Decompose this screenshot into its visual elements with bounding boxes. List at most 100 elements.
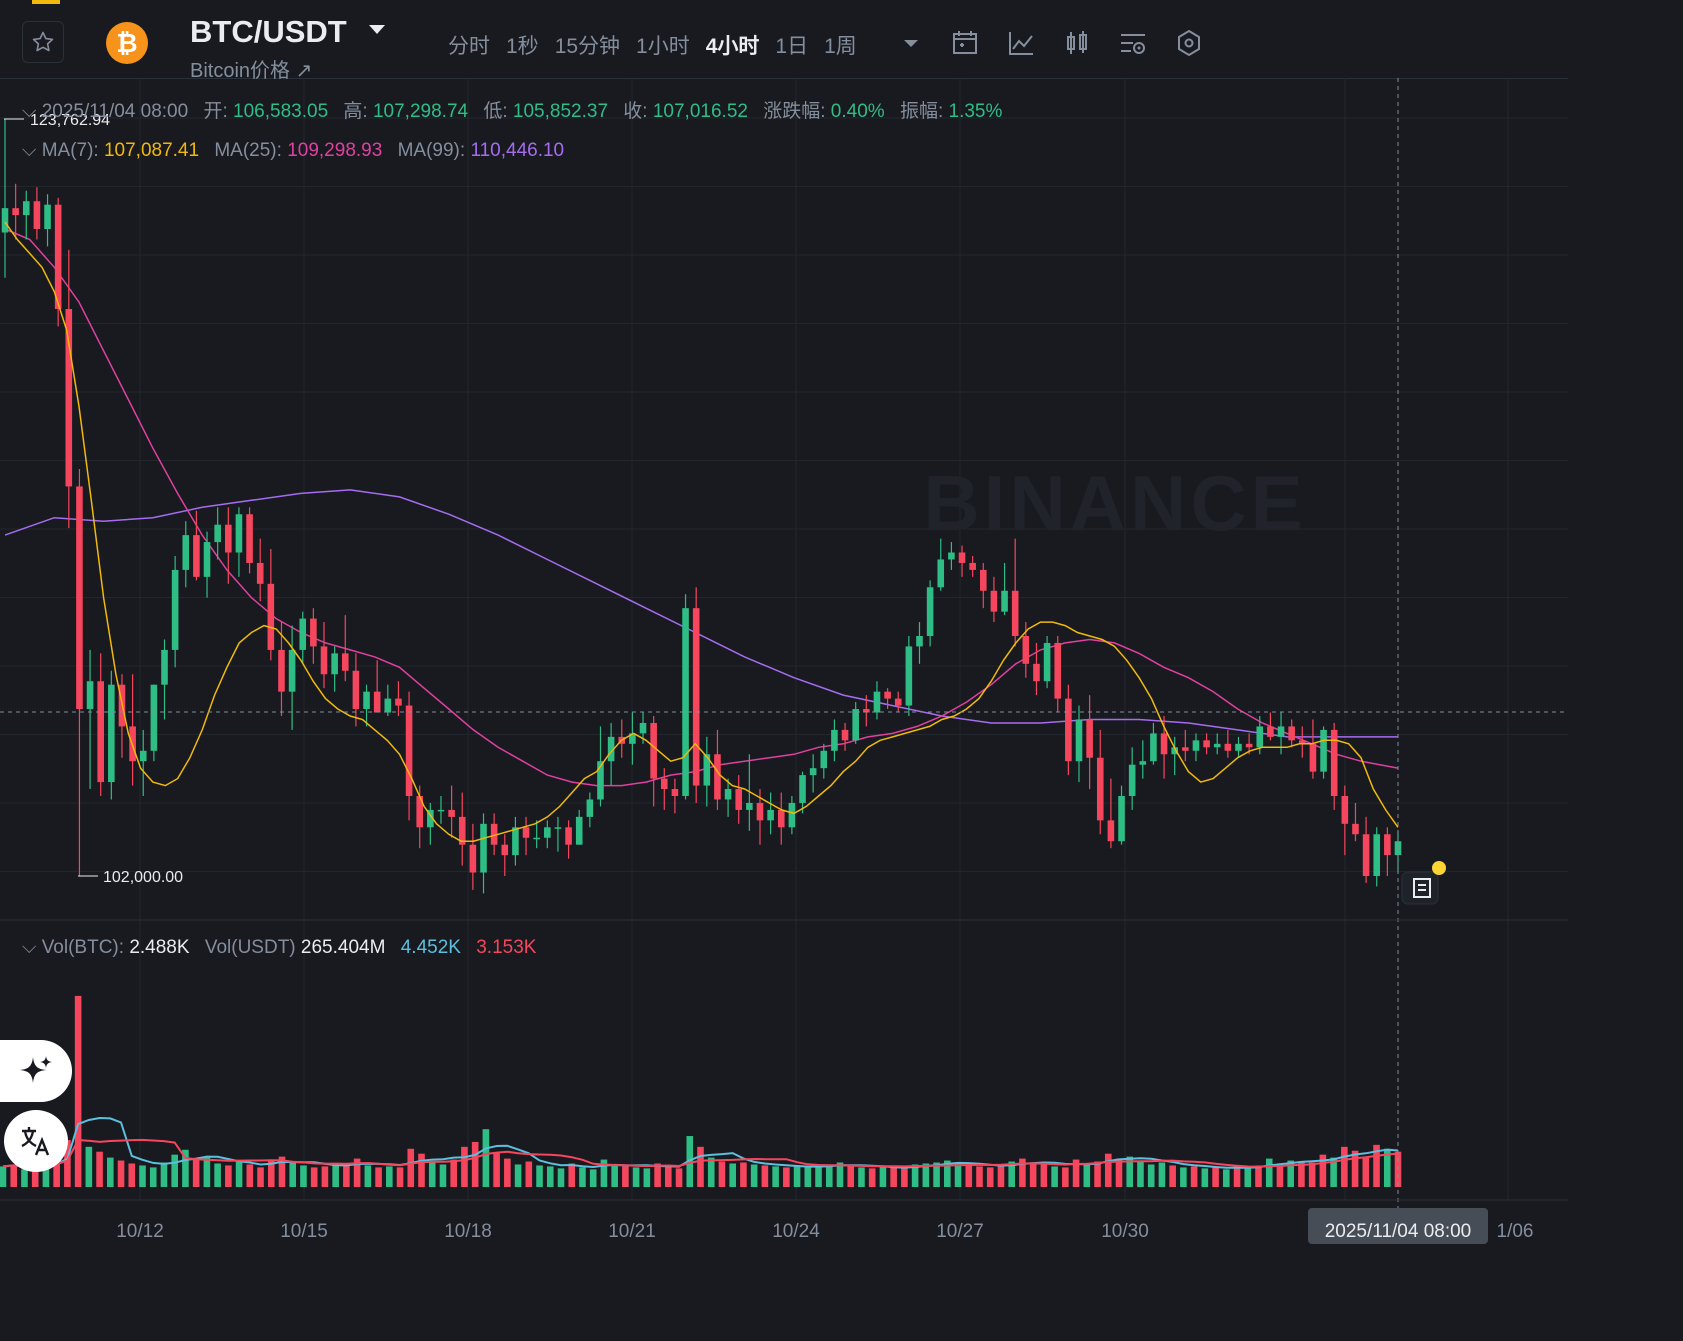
more-intervals-caret-icon[interactable]: [896, 28, 926, 58]
volume-bar: [847, 1166, 855, 1187]
candle: [203, 531, 211, 598]
volume-bar: [632, 1167, 640, 1187]
pair-title[interactable]: BTC/USDT: [190, 14, 347, 49]
volume-bar: [1040, 1164, 1048, 1187]
volume-bar: [278, 1156, 286, 1187]
candle-body: [1001, 590, 1008, 612]
volume-bar: [665, 1165, 672, 1187]
volume-bar: [375, 1167, 382, 1187]
candle-body: [12, 208, 19, 216]
pair-subtitle-link[interactable]: Bitcoin价格 ↗: [190, 60, 313, 82]
candle-body: [1384, 834, 1391, 856]
volume-bar: [1276, 1163, 1284, 1187]
candle-body: [427, 809, 434, 828]
x-tick-label: 10/30: [1101, 1221, 1149, 1242]
candle: [884, 688, 891, 710]
candle-body: [203, 542, 211, 577]
volume-ma-long-line: [2, 1138, 1399, 1168]
volume-bar: [546, 1166, 554, 1187]
candle: [352, 653, 360, 727]
ai-assistant-button[interactable]: [0, 1040, 72, 1102]
calendar-icon[interactable]: [950, 28, 980, 58]
interval-tab[interactable]: 1周: [824, 35, 857, 58]
candle-body: [1118, 795, 1125, 842]
candle-body: [863, 709, 870, 713]
volume-bar: [772, 1166, 779, 1187]
change-value: 0.40%: [830, 101, 885, 122]
candle: [1394, 830, 1402, 873]
candle-body: [256, 562, 264, 584]
note-button[interactable]: [1401, 861, 1446, 905]
candle: [1, 119, 9, 278]
collapse-caret-icon[interactable]: ⌵: [22, 101, 42, 122]
interval-tab[interactable]: 1小时: [636, 35, 690, 58]
candle-body: [1288, 726, 1295, 741]
chevron-down-icon[interactable]: [368, 24, 386, 36]
volume-bar: [1298, 1161, 1305, 1187]
favorite-button[interactable]: [22, 21, 64, 63]
candle-body: [1320, 729, 1327, 772]
candle: [480, 813, 487, 894]
interval-tab[interactable]: 1秒: [506, 35, 539, 58]
candle: [1043, 635, 1051, 689]
candle-body: [288, 649, 296, 692]
candlestick-icon[interactable]: [1062, 28, 1092, 58]
candle: [1065, 684, 1072, 776]
vol-btc-label: Vol(BTC):: [41, 937, 125, 958]
indicator-settings-icon[interactable]: [1118, 28, 1148, 58]
volume-bar: [1201, 1168, 1209, 1187]
candle-body: [554, 827, 562, 829]
volume-bar: [1330, 1157, 1337, 1187]
hexagon-settings-icon[interactable]: [1174, 28, 1204, 58]
volume-bar: [815, 1165, 822, 1187]
candle: [1192, 733, 1200, 762]
candle: [427, 802, 434, 845]
price-chart[interactable]: BINANCE 10/12 10/15 10/18 10/21 10/24 10/27 10…: [0, 78, 1568, 1249]
candle: [129, 674, 136, 786]
candle-body: [1160, 733, 1168, 755]
volume-bar: [1019, 1158, 1026, 1187]
candle: [182, 521, 190, 588]
ma25-label: MA(25):: [214, 140, 282, 161]
candle: [1054, 635, 1062, 713]
candle: [139, 729, 147, 796]
collapse-caret-icon[interactable]: ⌵: [22, 140, 42, 161]
low-value: 105,852.37: [512, 101, 609, 122]
volume-bar: [1147, 1164, 1155, 1187]
x-tick-label: 10/18: [444, 1221, 492, 1242]
volume-bar: [418, 1153, 425, 1187]
interval-tab[interactable]: 1日: [775, 35, 809, 58]
x-tick-label: 10/21: [608, 1221, 656, 1242]
notification-dot: [1432, 861, 1446, 875]
candle: [373, 660, 381, 713]
candle-body: [469, 844, 477, 873]
candle-body: [267, 583, 275, 650]
candle-body: [1043, 642, 1051, 682]
volume-bar: [1158, 1162, 1166, 1187]
interval-tab[interactable]: 15分钟: [554, 35, 621, 58]
candle: [937, 538, 945, 591]
volume-bar: [461, 1146, 468, 1187]
collapse-caret-icon[interactable]: ⌵: [22, 937, 42, 958]
line-chart-icon[interactable]: [1006, 28, 1036, 58]
volume-bar: [42, 1161, 50, 1187]
candle: [1213, 733, 1221, 755]
volume-bar: [976, 1166, 983, 1187]
interval-tab[interactable]: 分时: [448, 35, 490, 58]
volume-bar: [965, 1165, 973, 1187]
candle-body: [1330, 729, 1338, 796]
volume-bar: [1351, 1150, 1359, 1187]
candle-body: [533, 837, 540, 840]
translate-button[interactable]: [4, 1110, 68, 1172]
candle-body: [841, 729, 849, 741]
candle: [512, 816, 519, 866]
interval-tab-active[interactable]: 4小时: [705, 35, 760, 58]
candle-body: [299, 618, 307, 650]
candle-body: [1011, 590, 1019, 636]
volume-bar: [579, 1167, 586, 1187]
ohlc-time: 2025/11/04 08:00: [41, 101, 189, 122]
candle-body: [1192, 740, 1200, 751]
min-price-label: 102,000.00: [103, 869, 183, 886]
candle-body: [607, 736, 615, 762]
candle-body: [1213, 743, 1221, 748]
